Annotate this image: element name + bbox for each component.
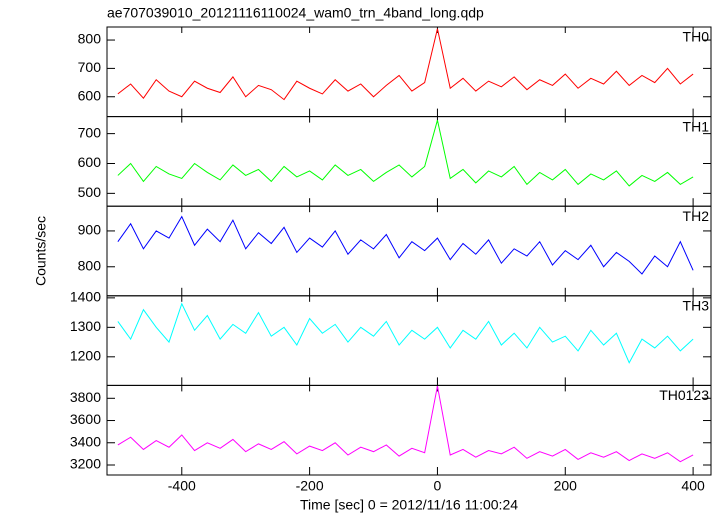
- panel-frame: [106, 295, 712, 386]
- panel-label: TH3: [683, 298, 710, 314]
- panel-label: TH0: [683, 29, 710, 45]
- chart-title: ae707039010_20121116110024_wam0_trn_4ban…: [107, 5, 484, 21]
- y-tick-label: 3400: [70, 433, 101, 449]
- y-tick-label: 700: [78, 124, 102, 140]
- x-axis-label: Time [sec] 0 = 2012/11/16 11:00:24: [300, 497, 518, 513]
- y-tick-label: 1200: [70, 348, 101, 364]
- y-tick-label: 700: [78, 59, 102, 75]
- y-tick-label: 3200: [70, 456, 101, 472]
- y-tick-label: 800: [78, 31, 102, 47]
- data-line: [117, 120, 694, 187]
- data-line: [117, 28, 694, 101]
- panel-frame: [106, 205, 712, 297]
- y-axis-label: Counts/sec: [33, 216, 49, 286]
- data-line: [117, 385, 694, 463]
- panel-frame: [106, 26, 712, 118]
- x-tick-label: -200: [296, 478, 324, 494]
- x-tick-label: 0: [434, 478, 442, 494]
- y-tick-label: 1300: [70, 318, 101, 334]
- y-tick-label: 1400: [70, 289, 101, 305]
- x-tick-label: 200: [554, 478, 578, 494]
- y-tick-label: 500: [78, 184, 102, 200]
- panel-label: TH2: [683, 208, 710, 224]
- y-tick-label: 3800: [70, 389, 101, 405]
- y-tick-label: 800: [78, 257, 102, 273]
- y-tick-label: 600: [78, 87, 102, 103]
- panel-frame: [106, 384, 712, 476]
- data-line: [117, 215, 694, 275]
- panel-label: TH1: [683, 118, 710, 134]
- panel-frame: [106, 116, 712, 207]
- y-tick-label: 600: [78, 154, 102, 170]
- x-tick-label: -400: [168, 478, 196, 494]
- x-tick-label: 400: [681, 478, 705, 494]
- y-tick-label: 900: [78, 222, 102, 238]
- y-tick-label: 3600: [70, 411, 101, 427]
- panel-label: TH0123: [659, 387, 709, 403]
- data-line: [117, 302, 694, 364]
